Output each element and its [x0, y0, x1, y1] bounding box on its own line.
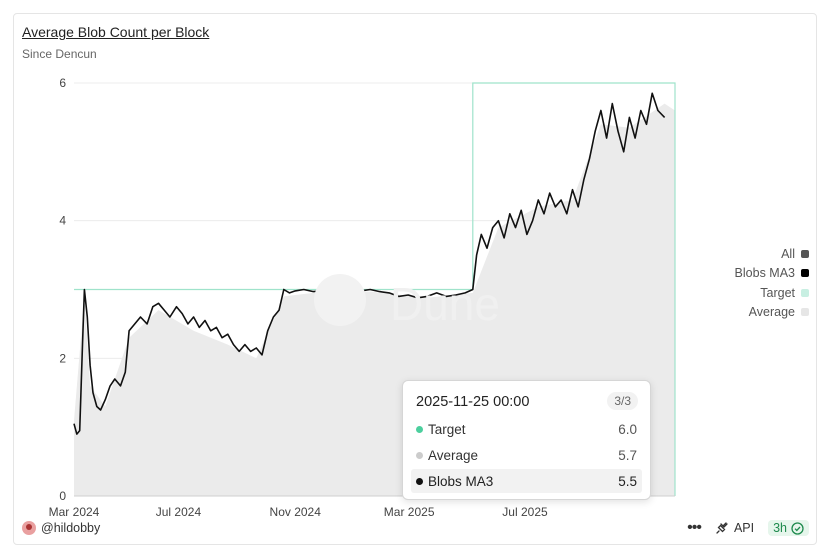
tooltip-row-target: Target 6.0: [411, 417, 642, 441]
refresh-age: 3h: [773, 521, 787, 535]
plug-icon: [716, 522, 728, 534]
legend-swatch: [801, 269, 809, 278]
legend-label: Target: [760, 285, 795, 300]
tooltip-dot: [416, 425, 423, 433]
tooltip-row-name: Target: [428, 421, 466, 437]
watermark-dune: Dune: [390, 278, 500, 330]
y-tick-label: 0: [59, 489, 66, 503]
legend-swatch: [801, 288, 809, 297]
legend-label: Blobs MA3: [734, 266, 795, 281]
tooltip-row-name: Blobs MA3: [428, 473, 494, 489]
legend-swatch: [801, 249, 809, 258]
watermark-dune-logo: [314, 274, 366, 326]
refresh-status-badge[interactable]: 3h: [768, 520, 809, 536]
author-link[interactable]: @hildobby: [22, 521, 100, 535]
x-tick-label: Jul 2025: [502, 505, 548, 519]
author-name: @hildobby: [41, 521, 101, 535]
x-tick-label: Jul 2024: [156, 505, 202, 519]
x-tick-label: Nov 2024: [270, 505, 322, 519]
y-tick-label: 4: [59, 214, 66, 228]
chart-title[interactable]: Average Blob Count per Block: [22, 24, 210, 40]
tooltip-row-average: Average 5.7: [411, 443, 642, 467]
api-label: API: [733, 521, 755, 535]
y-tick-label: 6: [59, 76, 66, 90]
legend-item-blobs-ma3[interactable]: Blobs MA3: [735, 264, 809, 284]
tooltip-row-value: 5.7: [618, 447, 637, 463]
api-button[interactable]: API: [715, 521, 754, 535]
tooltip-series-count: 3/3: [607, 392, 638, 410]
more-options-icon[interactable]: •••: [687, 519, 702, 536]
legend-label: Average: [748, 305, 795, 320]
tooltip-row-value: 5.5: [618, 473, 637, 489]
legend-swatch: [801, 308, 809, 317]
tooltip-row-blobs-ma3: Blobs MA3 5.5: [411, 469, 642, 493]
legend-item-all[interactable]: All: [735, 244, 809, 264]
avatar: [22, 521, 36, 535]
chart-legend: All Blobs MA3 Target Average: [735, 244, 809, 322]
x-tick-label: Mar 2025: [384, 505, 435, 519]
legend-item-target[interactable]: Target: [735, 283, 809, 303]
tooltip-date: 2025-11-25 00:00: [416, 394, 530, 410]
chart-tooltip: 2025-11-25 00:00 3/3 Target 6.0 Average …: [402, 380, 651, 500]
footer-actions: ••• API 3h: [687, 519, 809, 537]
tooltip-dot: [416, 451, 423, 459]
legend-label: All: [781, 246, 795, 261]
y-tick-label: 2: [59, 351, 66, 365]
x-tick-label: Mar 2024: [49, 505, 100, 519]
check-circle-icon: [791, 521, 804, 535]
tooltip-row-value: 6.0: [618, 421, 637, 437]
legend-item-average[interactable]: Average: [735, 303, 809, 323]
tooltip-row-name: Average: [428, 447, 479, 463]
tooltip-dot: [416, 477, 423, 485]
chart-subtitle: Since Dencun: [22, 47, 97, 61]
